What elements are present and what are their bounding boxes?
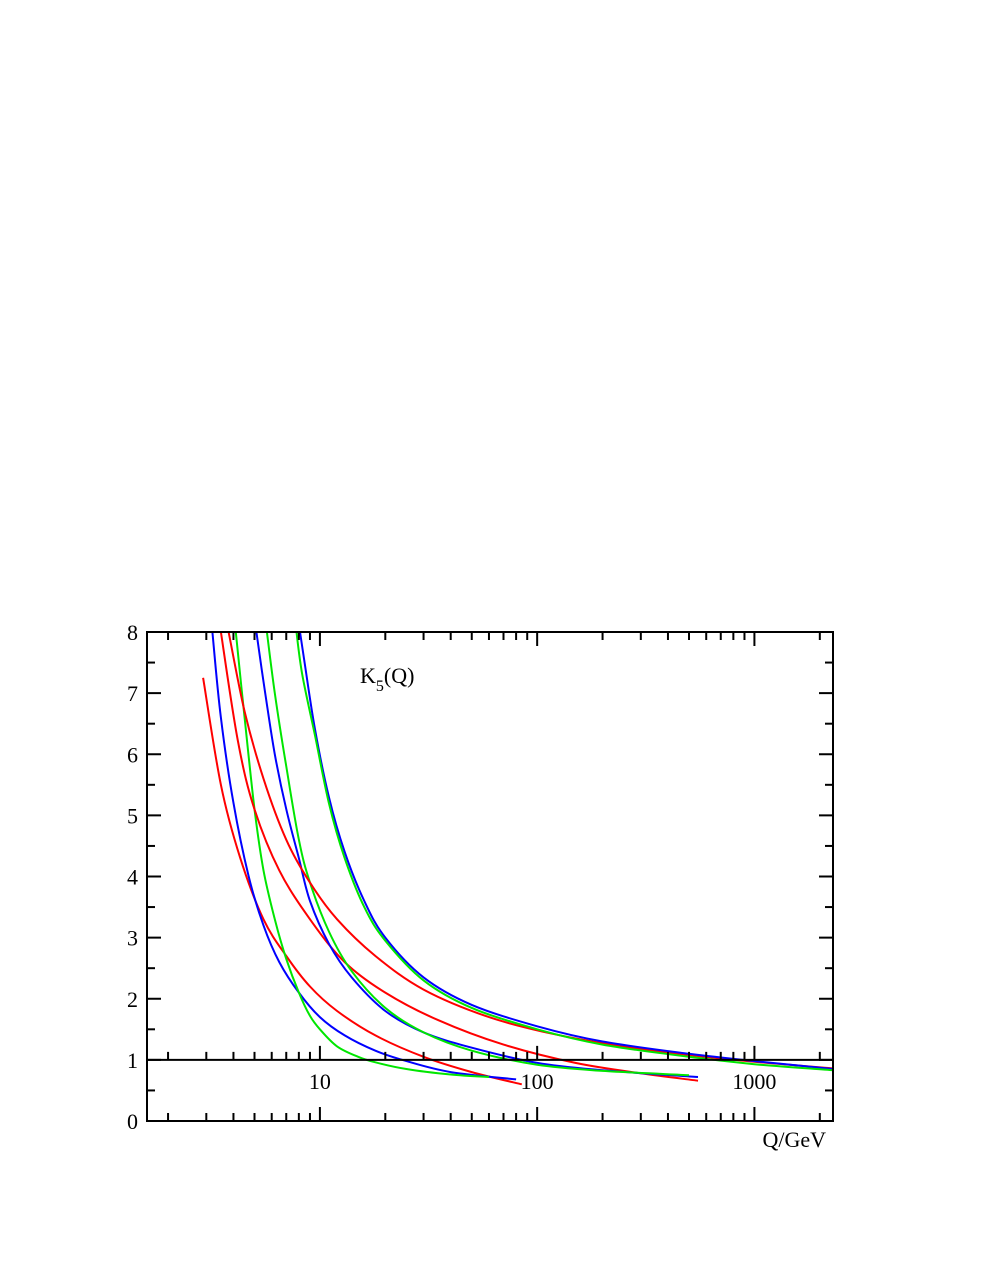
y-tick-label: 2 bbox=[127, 987, 138, 1012]
annotation-base: K bbox=[360, 663, 376, 688]
series-layer bbox=[202, 632, 833, 1086]
series-line-4 bbox=[219, 632, 699, 1082]
y-tick-label: 3 bbox=[127, 926, 138, 951]
y-tick-label: 4 bbox=[127, 865, 138, 890]
x-tick-label: 100 bbox=[521, 1069, 554, 1094]
x-tick-label: 10 bbox=[309, 1069, 331, 1094]
y-tick-label: 7 bbox=[127, 681, 138, 706]
y-tick-label: 0 bbox=[127, 1109, 138, 1134]
curve-annotation: K5(Q) bbox=[360, 663, 414, 695]
series-line-3 bbox=[234, 632, 490, 1078]
x-axis-label: Q/GeV bbox=[762, 1127, 826, 1152]
tick-label-layer: 10 100 1000 0 1 2 3 4 5 6 7 8 bbox=[127, 620, 776, 1134]
annotation-suffix: (Q) bbox=[384, 663, 415, 688]
y-tick-label: 8 bbox=[127, 620, 138, 645]
tick-layer bbox=[147, 631, 833, 1122]
series-line-7 bbox=[227, 632, 833, 1070]
y-tick-label: 1 bbox=[127, 1048, 138, 1073]
annotation-subscript: 5 bbox=[376, 678, 384, 695]
y-tick-label: 5 bbox=[127, 803, 138, 828]
plot-frame bbox=[146, 631, 834, 1122]
x-tick-label: 1000 bbox=[732, 1069, 776, 1094]
series-line-2 bbox=[211, 632, 517, 1081]
series-line-5 bbox=[255, 632, 699, 1078]
series-line-6 bbox=[265, 632, 690, 1077]
y-tick-label: 6 bbox=[127, 742, 138, 767]
